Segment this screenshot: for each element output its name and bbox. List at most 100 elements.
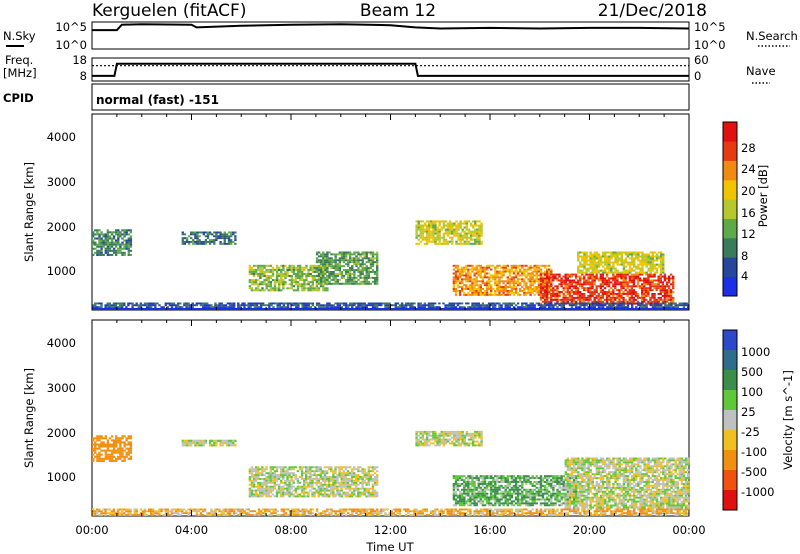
heatmap-cell: [273, 281, 277, 284]
heatmap-cell: [326, 265, 329, 268]
heatmap-cell: [618, 283, 621, 286]
heatmap-cell: [355, 257, 358, 260]
heatmap-cell: [123, 302, 126, 305]
heatmap-cell: [325, 479, 329, 482]
heatmap-cell: [612, 253, 615, 256]
heatmap-cell: [119, 437, 122, 440]
heatmap-cell: [471, 270, 474, 273]
heatmap-cell: [575, 302, 578, 305]
heatmap-cell: [432, 236, 435, 239]
heatmap-cell: [373, 282, 377, 285]
heatmap-cell: [463, 274, 466, 277]
heatmap-cell: [434, 432, 437, 435]
heatmap-cell: [219, 439, 222, 442]
heatmap-cell: [591, 269, 594, 272]
heatmap-cell: [500, 270, 503, 273]
heatmap-cell: [359, 265, 362, 268]
heatmap-cell: [454, 270, 458, 273]
heatmap-cell: [649, 287, 652, 290]
heatmap-cell: [631, 269, 634, 272]
heatmap-cell: [288, 302, 292, 305]
heatmap-cell: [263, 275, 266, 278]
heatmap-cell: [581, 287, 584, 290]
heatmap-cell: [595, 300, 598, 303]
heatmap-cell: [477, 302, 480, 305]
heatmap-cell: [516, 284, 520, 287]
heatmap-cell: [661, 291, 665, 294]
heatmap-cell: [106, 235, 110, 238]
heatmap-cell: [342, 304, 346, 307]
heatmap-cell: [350, 476, 354, 478]
heatmap-cell: [529, 290, 532, 292]
heatmap-cell: [255, 468, 258, 471]
heatmap-cell: [432, 436, 435, 439]
heatmap-cell: [255, 474, 258, 477]
heatmap-cell: [328, 468, 331, 471]
heatmap-cell: [321, 478, 325, 480]
heatmap-cell: [647, 263, 650, 266]
heatmap-cell: [181, 439, 184, 442]
heatmap-cell: [98, 245, 101, 248]
heatmap-cell: [230, 239, 233, 241]
heatmap-cell: [328, 483, 331, 486]
heatmap-cell: [436, 436, 439, 439]
heatmap-cell: [595, 269, 599, 272]
heatmap-cell: [514, 282, 518, 285]
heatmap-cell: [574, 289, 578, 292]
heatmap-cell: [562, 275, 565, 278]
heatmap-cell: [347, 261, 350, 264]
heatmap-cell: [527, 278, 530, 281]
heatmap-cell: [334, 267, 337, 270]
heatmap-cell: [458, 293, 462, 296]
heatmap-cell: [323, 479, 327, 482]
heatmap-cell: [641, 300, 644, 303]
heatmap-cell: [641, 271, 644, 274]
heatmap-cell: [204, 242, 208, 245]
heatmap-cell: [115, 437, 118, 440]
heatmap-cell: [369, 493, 373, 496]
heatmap-cell: [388, 304, 391, 307]
heatmap-cell: [92, 233, 95, 236]
heatmap-cell: [498, 302, 501, 305]
heatmap-cell: [357, 302, 360, 305]
heatmap-cell: [127, 241, 130, 244]
heatmap-cell: [369, 259, 373, 262]
heatmap-cell: [338, 302, 342, 305]
heatmap-cell: [371, 495, 375, 498]
heatmap-cell: [311, 479, 314, 482]
heatmap-cell: [324, 265, 327, 268]
heatmap-cell: [376, 259, 379, 262]
heatmap-cell: [506, 270, 509, 273]
heatmap-cell: [330, 466, 333, 469]
heatmap-cell: [417, 430, 420, 433]
heatmap-cell: [616, 281, 619, 284]
heatmap-cell: [125, 451, 128, 454]
heatmap-cell: [614, 255, 617, 258]
heatmap-cell: [456, 264, 460, 267]
heatmap-cell: [589, 283, 592, 286]
heatmap-cell: [633, 259, 636, 262]
heatmap-cell: [334, 302, 337, 305]
heatmap-cell: [252, 474, 256, 477]
heatmap-cell: [357, 274, 360, 277]
heatmap-cell: [342, 251, 346, 254]
heatmap-cell: [255, 485, 258, 488]
heatmap-cell: [631, 255, 634, 258]
heatmap-cell: [257, 287, 260, 290]
heatmap-cell: [259, 266, 262, 269]
heatmap-cell: [248, 281, 252, 284]
heatmap-cell: [309, 485, 312, 488]
heatmap-cell: [519, 268, 522, 271]
heatmap-cell: [651, 279, 654, 282]
heatmap-cell: [601, 273, 605, 276]
heatmap-cell: [467, 264, 470, 267]
heatmap-cell: [202, 233, 205, 236]
heatmap-cell: [506, 278, 509, 281]
heatmap-cell: [616, 296, 619, 299]
heatmap-cell: [548, 293, 551, 295]
heatmap-cell: [300, 478, 304, 480]
heatmap-cell: [461, 270, 464, 273]
heatmap-cell: [475, 278, 478, 281]
heatmap-cell: [643, 257, 646, 260]
heatmap-cell: [311, 478, 314, 480]
